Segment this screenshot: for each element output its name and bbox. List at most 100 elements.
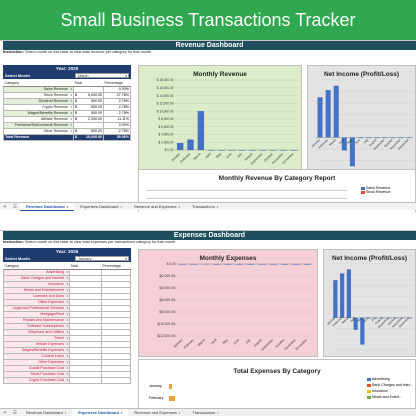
sheet-tab-label: Revenue Dashboard (26, 409, 63, 415)
category-label: Licenses and Dues (33, 294, 64, 298)
month-dropdown[interactable]: January ▾ (75, 256, 129, 261)
bar[interactable] (346, 269, 351, 318)
bar[interactable] (340, 273, 345, 318)
category-label: Repairs and Maintenance (23, 318, 64, 322)
bar[interactable] (406, 137, 412, 139)
chevron-down-icon[interactable]: ▾ (120, 204, 122, 209)
bar[interactable] (197, 111, 205, 150)
month-dropdown[interactable]: March ▾ (75, 73, 129, 78)
sheet-tab[interactable]: Expenses Dashboard ▾ (74, 203, 128, 211)
x-tick-label: May (215, 152, 222, 159)
category-label: Wages/Benefits Expenses (22, 348, 64, 352)
bar[interactable] (303, 264, 311, 265)
bar[interactable] (357, 137, 363, 139)
bar[interactable] (213, 264, 221, 265)
bar[interactable] (380, 317, 385, 319)
category-cell[interactable]: Other Revenue ▾ (3, 127, 74, 135)
currency-symbol: $ (75, 105, 77, 109)
category-label: Software Subscriptions (27, 324, 64, 328)
bar[interactable] (259, 150, 267, 151)
bar[interactable] (228, 150, 236, 151)
bar[interactable] (292, 264, 300, 265)
x-tick-label: May (356, 316, 363, 323)
all-sheets-menu-icon[interactable]: ☰ (12, 409, 18, 415)
bar[interactable] (179, 264, 187, 265)
legend-item: Sales Revenue (361, 186, 390, 190)
expenses-category-table: Category Total Percentage Advertising ▾ Ba… (3, 264, 131, 384)
sheet-tab[interactable]: Expenses Dashboard ▾ (72, 408, 129, 416)
bar[interactable] (317, 97, 323, 138)
bar[interactable] (269, 264, 277, 265)
bar[interactable] (325, 90, 331, 138)
revenue-net-income-chart: Net Income (Profit/Loss) January February… (307, 65, 416, 179)
bar[interactable] (349, 137, 355, 167)
x-tick-label: June (362, 316, 370, 324)
bar[interactable] (394, 317, 399, 319)
bar[interactable] (190, 264, 198, 265)
bar[interactable] (366, 137, 372, 139)
legend-label: Meals and Entert... (372, 395, 403, 399)
chevron-down-icon[interactable]: ▾ (66, 204, 69, 209)
legend-swatch (361, 186, 365, 190)
bar[interactable] (374, 137, 380, 139)
revenue-left-panel: Year: 2025 Select Month March ▾ Category … (3, 65, 131, 141)
add-sheet-button[interactable]: + (3, 203, 7, 210)
bar[interactable] (407, 317, 412, 319)
expenses-left-panel: Year: 2025 Select Month January ▾ Categor… (3, 248, 131, 384)
chevron-down-icon[interactable]: ▾ (178, 204, 180, 209)
expenses-by-category-chart: Total Expenses By Category January Febru… (138, 359, 416, 409)
sheet-tab[interactable]: Revenue and Expenses ▾ (128, 203, 186, 211)
add-sheet-button[interactable]: + (3, 409, 7, 416)
bar[interactable] (176, 143, 184, 150)
chevron-down-icon[interactable]: ▾ (216, 204, 219, 209)
bar[interactable] (341, 137, 347, 151)
bar[interactable] (400, 317, 405, 319)
category-label: Dividend Revenue (38, 99, 68, 103)
chevron-down-icon[interactable]: ▾ (64, 410, 67, 415)
chevron-down-icon: ▾ (66, 371, 68, 376)
x-tick-label: January (310, 138, 321, 149)
sheet-tab-label: Expenses Dashboard (78, 409, 119, 415)
bar[interactable] (218, 150, 225, 151)
bar[interactable] (387, 317, 392, 319)
bar[interactable] (382, 137, 388, 139)
x-tick-label: April (210, 338, 218, 346)
all-sheets-menu-icon[interactable]: ☰ (12, 203, 18, 209)
bar[interactable] (367, 317, 372, 319)
bar[interactable] (187, 139, 194, 151)
bar[interactable] (280, 150, 287, 151)
y-tick-label: $ 0.00 (167, 262, 176, 266)
bar[interactable] (247, 264, 255, 265)
chevron-down-icon[interactable]: ▾ (217, 410, 219, 415)
monthly-revenue-title: Monthly Revenue (193, 71, 247, 78)
sheet-tab[interactable]: Transactions ▾ (186, 409, 224, 416)
sheet-tab[interactable]: Revenue Dashboard ▾ (20, 202, 75, 211)
sheet-tab[interactable]: Revenue and Expenses ▾ (128, 409, 186, 416)
bar[interactable] (373, 317, 378, 319)
sheet-tab[interactable]: Transactions ▾ (186, 203, 224, 211)
bar[interactable] (360, 317, 365, 345)
bar[interactable] (290, 150, 298, 151)
bar[interactable] (398, 137, 404, 139)
y-tick-label: $(2,000.00) (159, 274, 175, 278)
sheet-tabs-bar: + ☰ Revenue Dashboard ▾ Expenses Dashboard… (0, 202, 416, 211)
bar[interactable] (333, 85, 339, 138)
bar[interactable] (258, 264, 266, 265)
category-label: Vehicle Expenses (35, 342, 64, 346)
bar[interactable] (269, 150, 277, 151)
title-banner: Small Business Transactions Tracker (0, 0, 416, 40)
bar[interactable] (207, 150, 215, 151)
chevron-down-icon[interactable]: ▾ (178, 410, 181, 415)
sheet-tab[interactable]: Revenue Dashboard ▾ (20, 409, 72, 416)
category-cell[interactable]: Crypto Purchase Cost ▾ (3, 376, 70, 384)
bar[interactable] (249, 150, 256, 151)
bar[interactable] (333, 280, 338, 318)
bar[interactable] (235, 264, 243, 265)
bar[interactable] (224, 264, 232, 265)
bar[interactable] (390, 137, 396, 139)
chevron-down-icon[interactable]: ▾ (120, 410, 123, 415)
bar[interactable] (238, 150, 246, 151)
bar[interactable] (281, 264, 289, 265)
bar[interactable] (353, 317, 358, 330)
